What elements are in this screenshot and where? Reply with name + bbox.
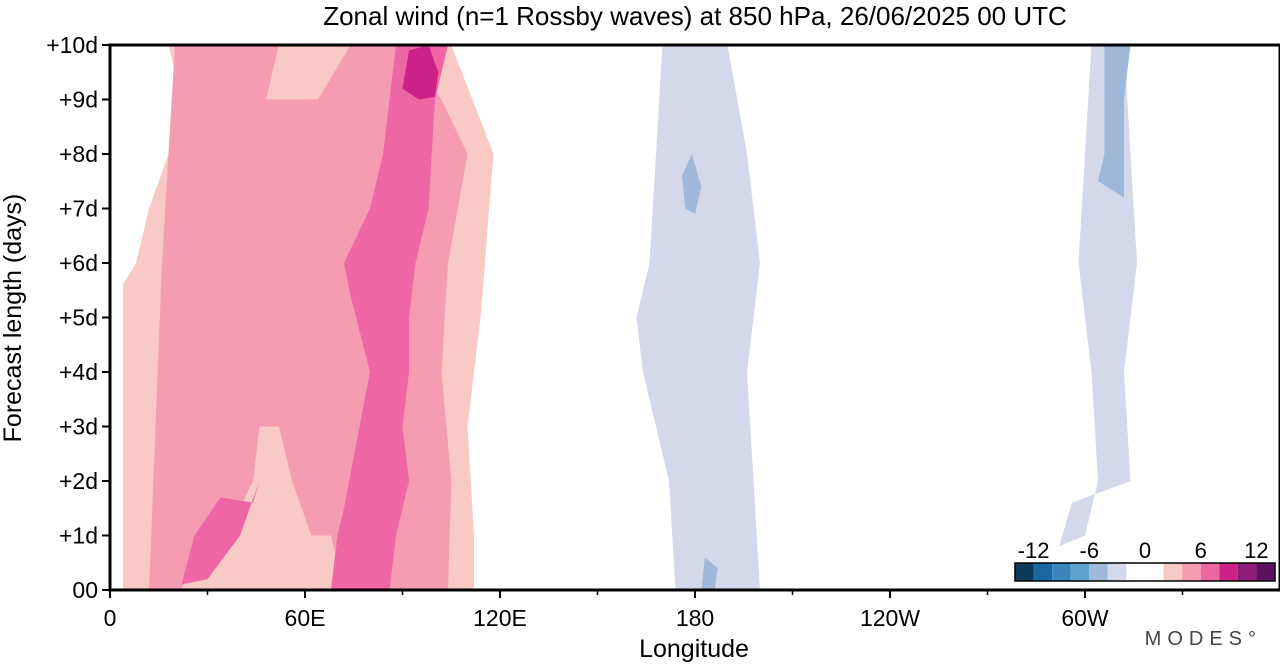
colorbar-bin-12 bbox=[1256, 563, 1275, 581]
contour-region-2 bbox=[181, 481, 260, 585]
x-axis-label: Longitude bbox=[639, 635, 749, 663]
y-tick-label-8: +8d bbox=[59, 141, 98, 167]
chart-title: Zonal wind (n=1 Rossby waves) at 850 hPa… bbox=[323, 1, 1067, 31]
y-tick-label-7: +7d bbox=[59, 196, 98, 222]
x-axis-ticks: 0 60E 120E 180 120W 60W bbox=[104, 590, 1184, 631]
y-tick-label-4: +4d bbox=[59, 359, 98, 385]
colorbar: -12 -6 0 6 12 bbox=[1014, 538, 1276, 582]
colorbar-bin-5 bbox=[1107, 563, 1127, 581]
y-tick-label-2: +2d bbox=[59, 468, 98, 494]
colorbar-bin-9 bbox=[1200, 563, 1220, 581]
colorbar-bin-1 bbox=[1033, 563, 1053, 581]
colorbar-label-4: 12 bbox=[1244, 538, 1268, 563]
y-tick-label-9: +9d bbox=[59, 87, 98, 113]
x-tick-label-0: 0 bbox=[104, 605, 117, 631]
contour-region-9 bbox=[682, 154, 702, 214]
x-tick-label-1: 60E bbox=[285, 605, 326, 631]
colorbar-label-0: -12 bbox=[1018, 538, 1050, 563]
colorbar-frame bbox=[1014, 562, 1276, 582]
contour-region-11 bbox=[701, 557, 718, 590]
x-tick-label-5: 60W bbox=[1061, 605, 1109, 631]
colorbar-bin-10 bbox=[1219, 563, 1238, 581]
x-tick-label-4: 120W bbox=[860, 605, 920, 631]
plot-area bbox=[108, 43, 1280, 592]
y-axis-label: Forecast length (days) bbox=[0, 194, 27, 443]
colorbar-bin-4 bbox=[1089, 563, 1108, 581]
x-tick-label-3: 180 bbox=[676, 605, 714, 631]
modes-logo: MODES° bbox=[1145, 628, 1262, 650]
y-tick-label-0: 00 bbox=[72, 577, 98, 603]
colorbar-bin-2 bbox=[1052, 563, 1071, 581]
colorbar-bin-11 bbox=[1237, 563, 1257, 581]
y-axis-ticks: 00 +1d +2d +3d +4d +5d +6d +7d +8d +9d +10d bbox=[46, 32, 110, 603]
contour-region-4 bbox=[402, 45, 439, 100]
contour-region-10 bbox=[1098, 45, 1131, 198]
colorbar-label-2: 0 bbox=[1139, 538, 1151, 563]
y-tick-label-5: +5d bbox=[59, 305, 98, 331]
y-tick-label-3: +3d bbox=[59, 414, 98, 440]
colorbar-bin-3 bbox=[1070, 563, 1090, 581]
colorbar-label-3: 6 bbox=[1195, 538, 1207, 563]
y-tick-label-1: +1d bbox=[59, 523, 98, 549]
contour-region-7 bbox=[636, 45, 760, 590]
colorbar-bin-7 bbox=[1163, 563, 1183, 581]
colorbar-bin-8 bbox=[1182, 563, 1201, 581]
colorbar-bin-0 bbox=[1015, 563, 1034, 581]
colorbar-bin-6 bbox=[1126, 563, 1164, 581]
colorbar-label-1: -6 bbox=[1080, 538, 1100, 563]
y-tick-label-10: +10d bbox=[46, 32, 98, 58]
y-tick-label-6: +6d bbox=[59, 250, 98, 276]
contour-region-3 bbox=[331, 45, 448, 590]
x-tick-label-2: 120E bbox=[473, 605, 527, 631]
